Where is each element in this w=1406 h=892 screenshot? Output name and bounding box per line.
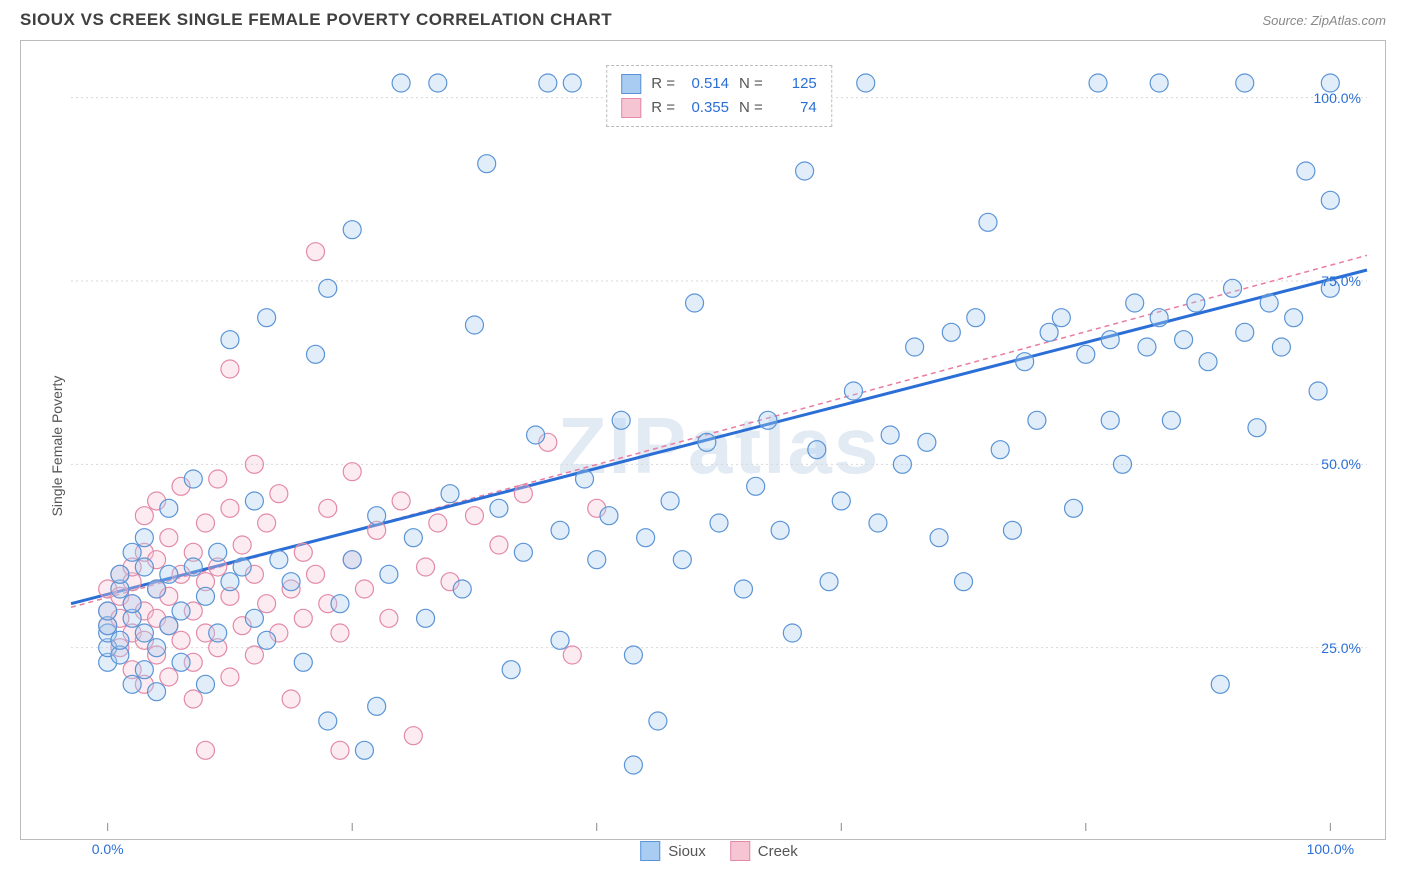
creek-n-value: 74 (769, 96, 817, 120)
n-label: N = (739, 72, 763, 96)
n-label: N = (739, 96, 763, 120)
series-legend: Sioux Creek (640, 841, 798, 861)
source-attribution: Source: ZipAtlas.com (1262, 13, 1386, 28)
x-tick-label: 100.0% (1307, 841, 1354, 857)
creek-r-value: 0.355 (681, 96, 729, 120)
r-label: R = (651, 72, 675, 96)
y-tick-label: 50.0% (1321, 456, 1361, 472)
y-axis-label: Single Female Poverty (49, 376, 65, 517)
sioux-n-value: 125 (769, 72, 817, 96)
r-label: R = (651, 96, 675, 120)
y-tick-label: 75.0% (1321, 273, 1361, 289)
sioux-label: Sioux (668, 843, 706, 860)
sioux-swatch (640, 841, 660, 861)
creek-swatch (621, 98, 641, 118)
sioux-swatch (621, 74, 641, 94)
plot-area: Single Female Poverty ZIPatlas R = 0.514… (71, 61, 1367, 831)
sioux-r-value: 0.514 (681, 72, 729, 96)
y-tick-label: 25.0% (1321, 640, 1361, 656)
chart-title: SIOUX VS CREEK SINGLE FEMALE POVERTY COR… (20, 10, 612, 30)
correlation-legend: R = 0.514 N = 125 R = 0.355 N = 74 (606, 65, 832, 127)
creek-swatch (730, 841, 750, 861)
y-tick-label: 100.0% (1314, 90, 1361, 106)
x-tick-label: 0.0% (92, 841, 124, 857)
legend-item-creek: Creek (730, 841, 798, 861)
creek-label: Creek (758, 843, 798, 860)
correlation-row-creek: R = 0.355 N = 74 (621, 96, 817, 120)
chart-svg (71, 61, 1367, 831)
legend-item-sioux: Sioux (640, 841, 706, 861)
correlation-row-sioux: R = 0.514 N = 125 (621, 72, 817, 96)
chart-container: Single Female Poverty ZIPatlas R = 0.514… (20, 40, 1386, 840)
